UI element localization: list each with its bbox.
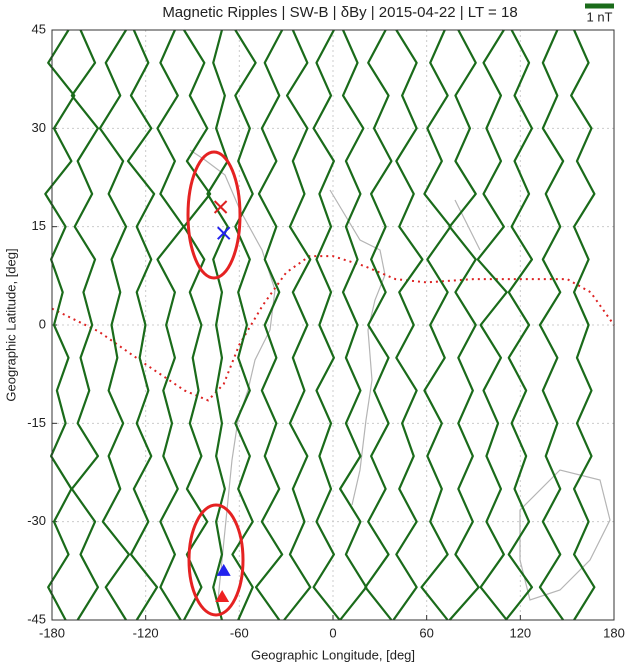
x-tick-label: 0	[329, 625, 336, 640]
x-tick-label: 60	[419, 625, 433, 640]
y-tick-label: -15	[27, 415, 46, 430]
x-tick-label: -120	[133, 625, 159, 640]
highlight-ellipse	[186, 150, 242, 280]
y-tick-label: 15	[32, 218, 46, 233]
ripple-trace	[44, 29, 76, 621]
x-axis-label: Geographic Longitude, [deg]	[251, 647, 415, 662]
ripple-trace	[254, 29, 284, 621]
y-tick-label: -45	[27, 611, 46, 626]
plot-area: -180 -120 -60 0 60 120 180 -45 -30 -15 0 15 30 45	[27, 21, 625, 640]
y-tick-label: 45	[32, 21, 46, 36]
ripple-trace	[420, 29, 452, 621]
x-tick-label: 180	[603, 625, 625, 640]
ripple-trace	[392, 29, 424, 621]
ripple-trace	[70, 29, 100, 621]
ripple-trace	[231, 29, 257, 621]
ripple-trace	[283, 29, 312, 621]
event-marker	[217, 226, 231, 240]
ripple-trace	[448, 29, 480, 621]
chart-title: Magnetic Ripples | SW-B | δBy | 2015-04-…	[162, 4, 517, 21]
dip-equator	[51, 255, 615, 402]
highlight-ellipse	[187, 503, 245, 617]
ripple-trace	[156, 29, 185, 621]
x-tick-label: -180	[39, 625, 65, 640]
ripple-trace	[504, 29, 534, 621]
event-marker	[213, 200, 228, 214]
ripple-trace	[312, 29, 341, 621]
ripple-trace	[538, 29, 565, 621]
ripple-trace	[126, 29, 159, 621]
x-tick-label: -60	[230, 625, 249, 640]
scale-label: 1 nT	[586, 9, 612, 24]
ripple-trace	[570, 29, 596, 621]
event-marker	[216, 563, 231, 576]
y-axis-label: Geographic Latitude, [deg]	[3, 248, 18, 401]
y-tick-label: 0	[39, 316, 46, 331]
x-tick-label: 120	[509, 625, 531, 640]
y-tick-label: 30	[32, 120, 46, 135]
ripple-trace	[364, 29, 393, 621]
event-marker	[215, 590, 230, 603]
y-tick-label: -30	[27, 513, 46, 528]
ripple-trace	[339, 29, 368, 621]
coastline	[189, 149, 611, 601]
ripple-trace	[182, 29, 212, 621]
ripple-trace	[98, 29, 131, 621]
plot-frame	[51, 29, 615, 621]
ripple-trace	[476, 29, 508, 621]
ripple-trace	[206, 29, 229, 621]
